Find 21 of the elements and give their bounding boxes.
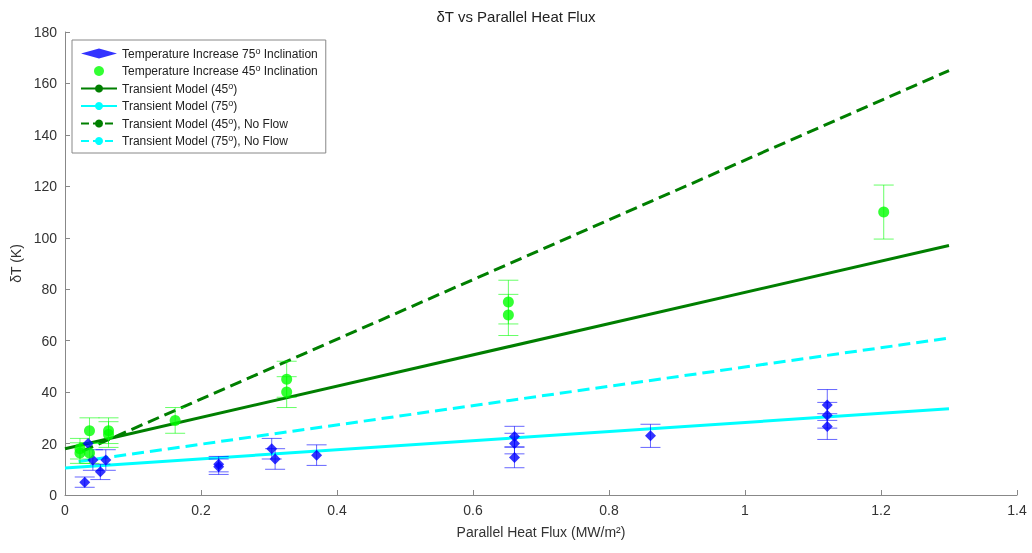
y-tick-label: 20 xyxy=(41,435,58,452)
x-tick-label: 0.6 xyxy=(463,502,483,518)
x-tick-label: 0.8 xyxy=(599,502,619,518)
y-tick-label: 140 xyxy=(33,126,58,143)
y-tick-label: 100 xyxy=(33,229,58,246)
x-tick-label: 1 xyxy=(741,502,750,518)
y-tick-label: 80 xyxy=(41,281,58,298)
x-tick-label: 0.2 xyxy=(191,502,211,518)
x-tick-label: 0.4 xyxy=(327,502,347,518)
x-tick-label: 0 xyxy=(61,502,70,518)
x-tick-label: 1.4 xyxy=(1007,502,1027,518)
y-axis-title: δT (K) xyxy=(7,244,24,283)
y-tick-label: 180 xyxy=(33,24,58,40)
y-tick-label: 120 xyxy=(33,178,58,195)
chart-title: δT vs Parallel Heat Flux xyxy=(436,8,596,25)
y-tick-label: 0 xyxy=(49,487,58,503)
y-tick-label: 60 xyxy=(41,332,58,349)
y-tick-label: 40 xyxy=(41,384,58,401)
y-tick-label: 160 xyxy=(33,75,58,92)
x-tick-label: 1.2 xyxy=(871,502,891,518)
x-axis-title: Parallel Heat Flux (MW/m²) xyxy=(456,524,626,540)
